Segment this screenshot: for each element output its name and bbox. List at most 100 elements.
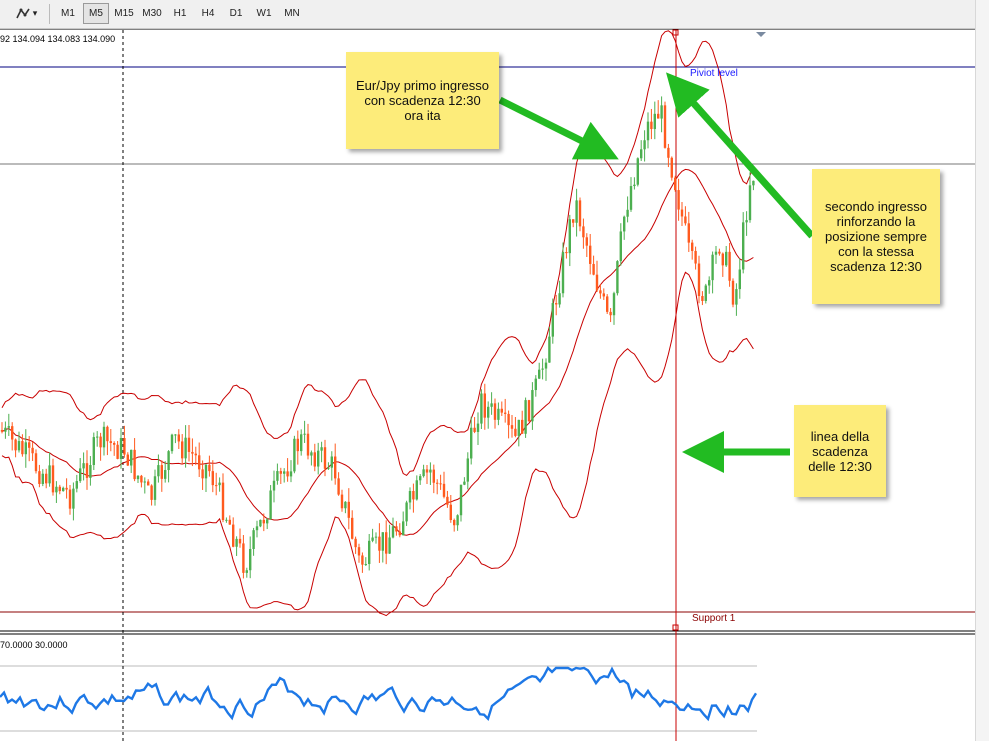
candle: [327, 462, 330, 470]
candle: [344, 501, 347, 514]
candle: [215, 472, 218, 496]
timeframe-m5-button[interactable]: M5: [83, 3, 109, 24]
candle: [150, 484, 153, 506]
candlesticks: [0, 96, 755, 579]
candle: [272, 470, 276, 503]
candle: [555, 294, 558, 316]
candle: [653, 101, 656, 140]
candle: [289, 460, 293, 483]
candle: [225, 517, 228, 523]
candle: [147, 479, 150, 486]
vertical-scrollbar[interactable]: [975, 0, 989, 741]
candle: [55, 481, 58, 503]
indicator-levels-label: 70.0000 30.0000: [0, 640, 68, 650]
candle: [524, 397, 527, 438]
candle: [96, 431, 99, 447]
candle: [578, 197, 582, 232]
candle: [157, 454, 160, 483]
timeframe-m30-button[interactable]: M30: [142, 8, 162, 19]
candle: [612, 291, 616, 325]
candle: [684, 206, 687, 226]
candle: [667, 143, 670, 168]
candle: [694, 246, 697, 270]
candle: [585, 233, 588, 258]
timeframe-toolbar: ▾ M1 M5 M15 M30 H1 H4 D1 W1 MN: [0, 0, 975, 29]
candle: [425, 464, 429, 484]
candle: [459, 484, 463, 522]
candle: [565, 247, 568, 259]
candle: [92, 432, 95, 471]
timeframe-h4-button[interactable]: H4: [201, 8, 215, 19]
candle: [636, 157, 639, 187]
candle: [507, 410, 510, 439]
expiry-line-handle-top[interactable]: [672, 29, 679, 36]
candle: [643, 130, 646, 162]
expiry-line-handle-bottom[interactable]: [672, 624, 679, 631]
candle: [14, 438, 17, 458]
candle: [606, 294, 609, 314]
candle: [99, 432, 102, 461]
timeframe-mn-button[interactable]: MN: [284, 8, 300, 19]
drawing-tools-button[interactable]: ▾: [8, 3, 44, 24]
candle: [31, 441, 34, 461]
candle: [123, 425, 126, 458]
candle: [415, 475, 418, 501]
candle: [242, 535, 245, 579]
candle: [41, 469, 44, 487]
timeframe-h1-button[interactable]: H1: [173, 8, 187, 19]
candle: [487, 401, 490, 429]
candle: [51, 458, 55, 496]
candle: [238, 528, 242, 548]
candle: [34, 449, 38, 474]
note-expiry-line-text: linea della scadenza delle 12:30: [808, 428, 872, 474]
note-second-entry: secondo ingresso rinforzando la posizion…: [812, 169, 940, 304]
candle: [582, 218, 585, 249]
candle: [446, 490, 449, 508]
timeframe-w1-button[interactable]: W1: [256, 8, 272, 19]
candle: [276, 463, 279, 485]
candle: [670, 156, 673, 181]
note-expiry-line: linea della scadenza delle 12:30: [794, 405, 886, 497]
candle: [391, 517, 395, 539]
candle: [184, 425, 187, 468]
candle: [527, 399, 531, 422]
timeframe-m15-button[interactable]: M15: [114, 8, 134, 19]
candle: [140, 474, 143, 488]
candle: [17, 431, 21, 453]
candle: [538, 362, 541, 380]
candle: [660, 96, 663, 133]
candle: [28, 436, 31, 462]
candle: [629, 177, 633, 212]
candle: [330, 451, 333, 481]
candle: [599, 284, 602, 299]
candle: [133, 438, 136, 482]
candle: [293, 435, 296, 474]
candle: [449, 494, 452, 523]
candle: [728, 242, 731, 287]
candle: [490, 392, 493, 415]
oscillator-indicator: [0, 666, 758, 722]
oscillator-line: [0, 666, 758, 722]
candle: [589, 233, 592, 275]
candle: [650, 108, 653, 140]
candle: [476, 412, 480, 445]
candle: [371, 528, 374, 543]
candle: [79, 457, 82, 483]
candle: [735, 283, 738, 316]
candle: [402, 511, 405, 536]
candle: [235, 536, 238, 556]
candle: [119, 428, 123, 469]
candle: [143, 477, 146, 494]
candle: [422, 464, 425, 478]
candle: [408, 487, 412, 510]
candle: [72, 482, 75, 521]
timeframe-d1-button[interactable]: D1: [229, 8, 243, 19]
candle: [58, 484, 61, 495]
candle: [561, 242, 565, 298]
candle: [657, 100, 660, 119]
candle: [398, 523, 401, 538]
timeframe-m1-button[interactable]: M1: [61, 8, 75, 19]
candle: [714, 246, 718, 264]
candle: [106, 425, 109, 456]
